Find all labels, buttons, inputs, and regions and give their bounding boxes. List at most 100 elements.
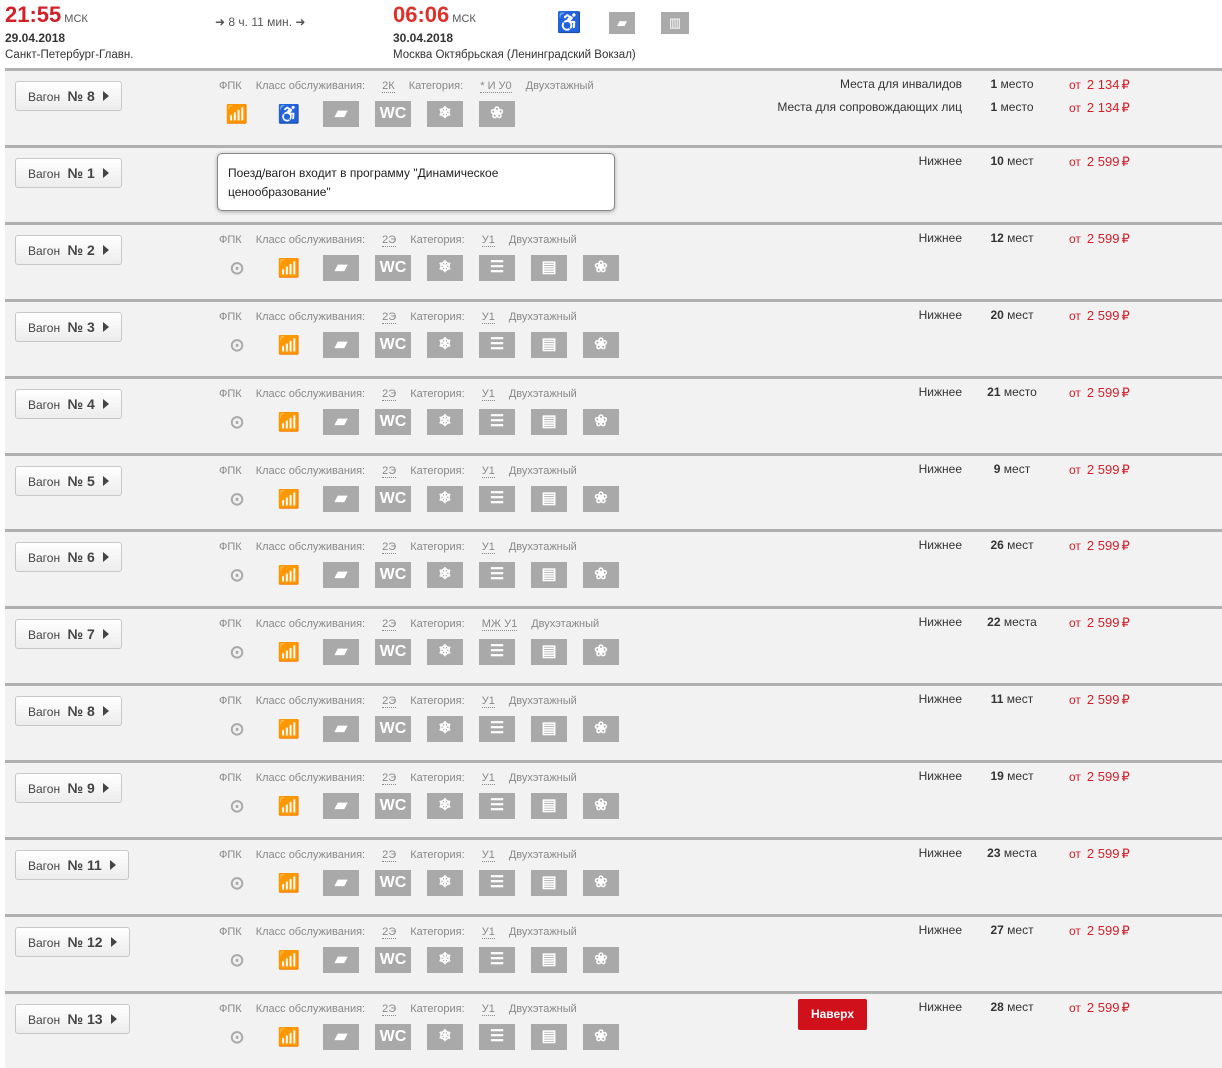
seat-line[interactable]: Нижнее 20 мест от 2 599 ₽ xyxy=(752,308,1222,331)
category-label: Категория: xyxy=(410,695,465,708)
seat-line[interactable]: Нижнее 27 мест от 2 599 ₽ xyxy=(752,923,1222,946)
service-class: Класс обслуживания: 2Э xyxy=(256,849,397,862)
expand-arrow-icon xyxy=(102,552,109,563)
carrier: ФПК xyxy=(219,541,242,554)
category: Категория: У1 xyxy=(410,233,495,247)
amenity-icons: ⊙ 📶 ▰ WC ❄ ☰ ▤ ❀ xyxy=(219,485,635,512)
seat-list: Нижнее 23 места от 2 599 ₽ xyxy=(752,846,1222,869)
wagon-button[interactable]: Вагон № 12 xyxy=(15,926,130,957)
seat-line[interactable]: Места для сопровождающих лиц 1 место от 2 1… xyxy=(752,100,1222,123)
dining-icon: ⊙ xyxy=(229,719,245,740)
wagon-button[interactable]: Вагон № 2 xyxy=(15,234,122,265)
seat-line[interactable]: Нижнее 23 места от 2 599 ₽ xyxy=(752,846,1222,869)
to-top-button[interactable]: Наверх xyxy=(798,998,867,1030)
wagon-number: 12 xyxy=(86,933,103,950)
seat-line[interactable]: Нижнее 9 мест от 2 599 ₽ xyxy=(752,462,1222,485)
wagon-button[interactable]: Вагон № 5 xyxy=(15,465,122,496)
currency: ₽ xyxy=(1121,307,1130,323)
class-value[interactable]: 2Э xyxy=(382,541,397,555)
category-value[interactable]: * И У0 xyxy=(480,80,512,93)
class-value[interactable]: 2Э xyxy=(382,233,397,247)
category-value[interactable]: У1 xyxy=(481,772,495,786)
class-value[interactable]: 2Э xyxy=(382,387,397,401)
class-value[interactable]: 2Э xyxy=(382,618,397,632)
wagon-button[interactable]: Вагон № 13 xyxy=(15,1003,130,1034)
wagon-row: Вагон № 11 ФПК Класс обслуживания: 2Э Катег… xyxy=(5,837,1222,914)
class-value[interactable]: 2Э xyxy=(382,464,397,478)
seat-count: 23 места xyxy=(977,846,1047,860)
wagon-type: Двухэтажный xyxy=(525,80,594,92)
category-value[interactable]: МЖ У1 xyxy=(481,618,518,632)
category-label: Категория: xyxy=(410,1002,465,1015)
category-value[interactable]: У1 xyxy=(481,310,495,324)
wagon-button[interactable]: Вагон № 8 xyxy=(15,81,122,111)
seat-line[interactable]: Нижнее 11 мест от 2 599 ₽ xyxy=(752,692,1222,715)
hygiene-kit-icon: ☰ xyxy=(479,1023,515,1050)
seat-list: Нижнее 10 мест от 2 599 ₽ xyxy=(752,154,1222,177)
wc-icon: WC xyxy=(375,639,411,666)
category-value[interactable]: У1 xyxy=(481,1002,495,1016)
category: Категория: У1 xyxy=(410,541,495,555)
seat-line[interactable]: Места для инвалидов 1 место от 2 134 ₽ xyxy=(752,77,1222,100)
category: Категория: У1 xyxy=(410,695,495,709)
wagon-button[interactable]: Вагон № 7 xyxy=(15,619,122,650)
price-value: 2 599 xyxy=(1086,153,1120,169)
expand-arrow-icon xyxy=(109,860,116,870)
wagon-button[interactable]: Вагон № 6 xyxy=(15,542,122,573)
service-class: Класс обслуживания: 2Э xyxy=(256,387,397,401)
seat-line[interactable]: Нижнее 10 мест от 2 599 ₽ xyxy=(752,154,1222,177)
class-label: Класс обслуживания: xyxy=(255,695,366,708)
wagon-button[interactable]: Вагон № 4 xyxy=(15,388,122,419)
category-value[interactable]: У1 xyxy=(481,849,495,862)
seat-line[interactable]: Нижнее 22 места от 2 599 ₽ xyxy=(752,615,1222,638)
bag-icon: ▰ xyxy=(323,101,359,127)
wagon-button[interactable]: Вагон № 3 xyxy=(15,311,122,342)
category-value[interactable]: У1 xyxy=(481,464,495,478)
wagon-button[interactable]: Вагон № 8 xyxy=(15,696,122,727)
expand-arrow-icon xyxy=(102,706,109,717)
class-value[interactable]: 2Э xyxy=(382,310,397,324)
category-value[interactable]: У1 xyxy=(481,233,495,247)
class-value[interactable]: 2Э xyxy=(382,1002,397,1016)
class-value[interactable]: 2Э xyxy=(382,772,397,786)
newspaper-icon: ▤ xyxy=(531,716,567,743)
bag-icon: ▰ xyxy=(323,408,359,435)
wagon-button[interactable]: Вагон № 9 xyxy=(15,773,122,804)
price-value: 2 599 xyxy=(1086,538,1120,554)
arrival-station: Москва Октябрьская (Ленинградский Вокзал… xyxy=(393,49,636,61)
count-unit: мест xyxy=(1007,999,1034,1014)
chart-icon: 📶 xyxy=(277,796,301,817)
air-conditioning-icon: ❄ xyxy=(427,793,463,820)
seat-type: Нижнее xyxy=(918,307,962,322)
count-unit: мест xyxy=(1007,769,1034,784)
seat-line[interactable]: Нижнее 21 место от 2 599 ₽ xyxy=(752,385,1222,408)
wagon-number: 13 xyxy=(86,1010,103,1027)
from-label: от xyxy=(1069,462,1081,477)
wagon-button[interactable]: Вагон № 1 xyxy=(15,157,122,188)
class-value[interactable]: 2К xyxy=(382,80,395,93)
category-value[interactable]: У1 xyxy=(481,541,495,555)
wagon-label: Вагон xyxy=(28,90,61,104)
newspaper-icon: ▤ xyxy=(531,331,567,358)
wagon-number: 9 xyxy=(86,780,95,797)
air-conditioning-icon: ❄ xyxy=(427,408,463,435)
pets-icon: ❀ xyxy=(583,716,619,743)
count-unit: место xyxy=(1000,100,1034,114)
class-value[interactable]: 2Э xyxy=(382,695,397,709)
category-value[interactable]: У1 xyxy=(481,925,495,939)
pets-icon: ❀ xyxy=(583,408,619,435)
dining-icon: ⊙ xyxy=(229,873,245,893)
service-class: Класс обслуживания: 2Э xyxy=(256,1002,397,1016)
wagon-number: 8 xyxy=(86,88,95,104)
carrier: ФПК xyxy=(219,925,242,938)
class-value[interactable]: 2Э xyxy=(382,925,397,939)
category-value[interactable]: У1 xyxy=(481,695,495,709)
wagon-button[interactable]: Вагон № 11 xyxy=(15,850,129,880)
seat-line[interactable]: Нижнее 19 мест от 2 599 ₽ xyxy=(752,769,1222,792)
bag-icon: ▰ xyxy=(323,1023,359,1050)
seat-line[interactable]: Нижнее 12 мест от 2 599 ₽ xyxy=(752,231,1222,254)
seat-line[interactable]: Нижнее 28 мест от 2 599 ₽ xyxy=(752,1000,1222,1023)
class-value[interactable]: 2Э xyxy=(382,849,397,862)
category-value[interactable]: У1 xyxy=(481,387,495,401)
seat-line[interactable]: Нижнее 26 мест от 2 599 ₽ xyxy=(752,538,1222,561)
